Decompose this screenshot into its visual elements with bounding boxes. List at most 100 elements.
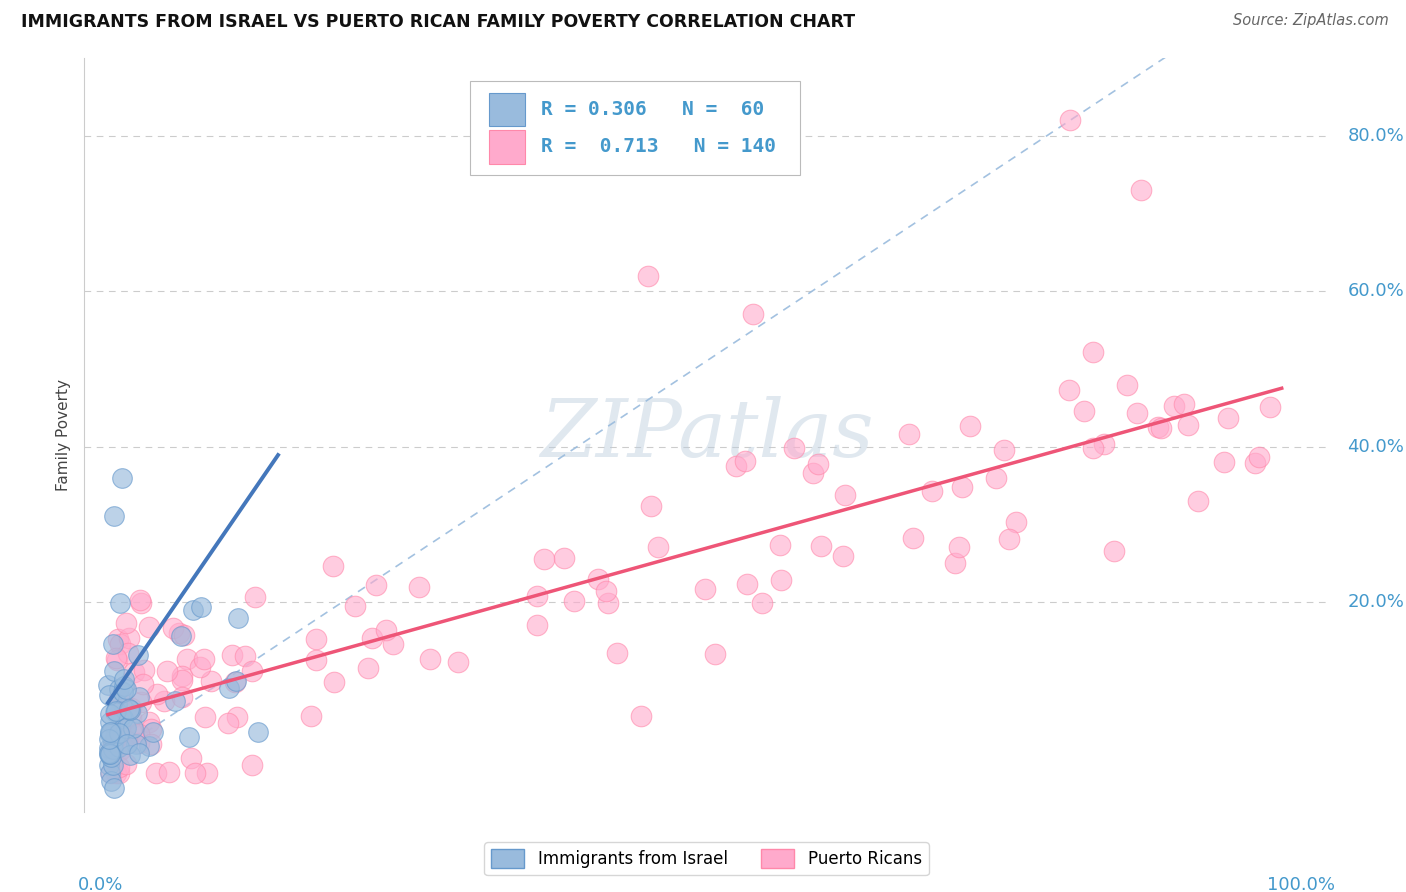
Point	[97, 747, 120, 762]
Point	[111, 685, 134, 699]
Point	[751, 596, 773, 610]
Point	[100, 725, 122, 739]
Point	[100, 765, 122, 780]
Point	[364, 578, 387, 592]
Point	[114, 721, 136, 735]
Point	[104, 765, 127, 780]
Point	[122, 721, 145, 735]
Point	[103, 509, 125, 524]
Point	[225, 710, 247, 724]
Point	[1004, 515, 1026, 529]
Point	[240, 664, 263, 678]
Point	[138, 739, 160, 753]
Point	[943, 556, 966, 570]
Point	[104, 731, 127, 746]
Text: R = 0.306   N =  60: R = 0.306 N = 60	[541, 100, 765, 119]
Point	[1146, 419, 1168, 434]
Point	[107, 632, 129, 646]
Text: 80.0%: 80.0%	[1347, 127, 1405, 145]
Point	[118, 747, 141, 762]
Point	[108, 727, 131, 741]
Point	[240, 757, 263, 772]
Point	[195, 765, 218, 780]
Point	[104, 705, 127, 719]
Point	[127, 727, 149, 741]
Point	[108, 596, 131, 610]
Point	[193, 651, 215, 665]
Point	[146, 687, 169, 701]
Point	[200, 674, 222, 689]
Point	[97, 747, 120, 761]
Point	[111, 470, 134, 484]
Point	[1126, 406, 1149, 420]
Point	[110, 743, 132, 757]
Point	[118, 702, 141, 716]
Point	[1057, 383, 1080, 397]
Point	[98, 765, 121, 780]
Point	[1073, 404, 1095, 418]
Point	[322, 559, 344, 574]
Text: Source: ZipAtlas.com: Source: ZipAtlas.com	[1233, 13, 1389, 29]
Point	[107, 759, 129, 773]
Point	[128, 592, 150, 607]
Point	[101, 735, 124, 749]
Point	[1083, 344, 1105, 359]
Point	[98, 747, 121, 762]
Point	[226, 611, 249, 625]
Point	[104, 729, 127, 743]
Point	[1177, 418, 1199, 433]
Point	[1173, 397, 1195, 411]
Point	[180, 751, 202, 765]
Point	[233, 648, 256, 663]
Point	[127, 706, 149, 721]
Point	[224, 674, 246, 689]
Point	[188, 660, 211, 674]
Point	[98, 724, 121, 739]
Text: 60.0%: 60.0%	[1347, 282, 1405, 300]
Point	[157, 764, 180, 779]
Point	[128, 746, 150, 760]
Point	[1129, 183, 1152, 197]
Point	[948, 540, 970, 554]
Point	[526, 589, 548, 603]
Point	[595, 583, 617, 598]
Text: IMMIGRANTS FROM ISRAEL VS PUERTO RICAN FAMILY POVERTY CORRELATION CHART: IMMIGRANTS FROM ISRAEL VS PUERTO RICAN F…	[21, 13, 855, 31]
Point	[184, 765, 207, 780]
Point	[1150, 421, 1173, 435]
Point	[112, 679, 135, 693]
Point	[110, 709, 132, 723]
Text: 40.0%: 40.0%	[1347, 437, 1405, 456]
Point	[382, 637, 405, 651]
Point	[586, 572, 609, 586]
Point	[1116, 378, 1139, 392]
Point	[105, 653, 128, 667]
Point	[101, 746, 124, 760]
Point	[769, 538, 792, 552]
Point	[218, 681, 240, 695]
Point	[139, 737, 162, 751]
Point	[447, 655, 470, 669]
Point	[1163, 399, 1185, 413]
Point	[108, 740, 131, 755]
Legend: Immigrants from Israel, Puerto Ricans: Immigrants from Israel, Puerto Ricans	[485, 842, 928, 875]
Point	[120, 700, 142, 714]
Point	[952, 480, 974, 494]
Point	[101, 741, 124, 756]
Point	[98, 727, 121, 741]
Text: 20.0%: 20.0%	[1347, 593, 1405, 611]
Point	[177, 730, 200, 744]
Point	[305, 632, 328, 647]
Point	[831, 549, 853, 563]
Point	[108, 681, 131, 696]
Point	[190, 600, 212, 615]
Point	[408, 581, 430, 595]
Point	[1059, 113, 1081, 128]
Point	[142, 725, 165, 739]
Point	[108, 726, 131, 740]
Point	[128, 690, 150, 704]
Point	[734, 454, 756, 468]
Point	[783, 442, 806, 456]
Point	[120, 711, 142, 725]
Point	[114, 615, 136, 630]
Point	[129, 695, 152, 709]
